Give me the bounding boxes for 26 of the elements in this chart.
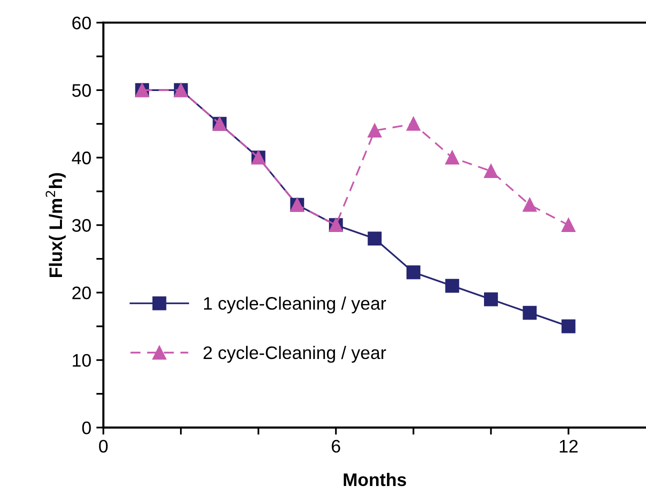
point — [368, 124, 382, 138]
y-axis-title: Flux( L/m$^{2}$h) — [46, 173, 66, 277]
y-tick-label: 40 — [72, 152, 91, 164]
y-tick-label: 60 — [72, 16, 91, 30]
point — [562, 319, 576, 334]
x-tick-label: 6 — [332, 440, 340, 453]
legend-label: 2 cycle-Cleaning / year — [204, 346, 386, 363]
point — [522, 198, 537, 212]
point — [522, 306, 537, 320]
point — [484, 292, 498, 306]
y-tick-label: 20 — [72, 286, 91, 300]
x-axis-title: Months — [344, 472, 406, 486]
point — [484, 164, 498, 178]
legend-label: 1 cycle-Cleaning / year — [204, 296, 386, 314]
y-tick-label: 50 — [72, 84, 91, 97]
point — [445, 150, 460, 165]
point — [445, 278, 460, 293]
point — [368, 232, 382, 246]
y-tick-label: 30 — [72, 219, 91, 232]
point — [406, 265, 420, 280]
point — [406, 116, 420, 131]
x-tick-label: 0 — [99, 440, 108, 453]
y-tick-label: 10 — [72, 354, 91, 367]
y-tick-label: 0 — [82, 421, 91, 434]
x-tick-label: 12 — [560, 440, 578, 452]
point — [562, 218, 576, 232]
